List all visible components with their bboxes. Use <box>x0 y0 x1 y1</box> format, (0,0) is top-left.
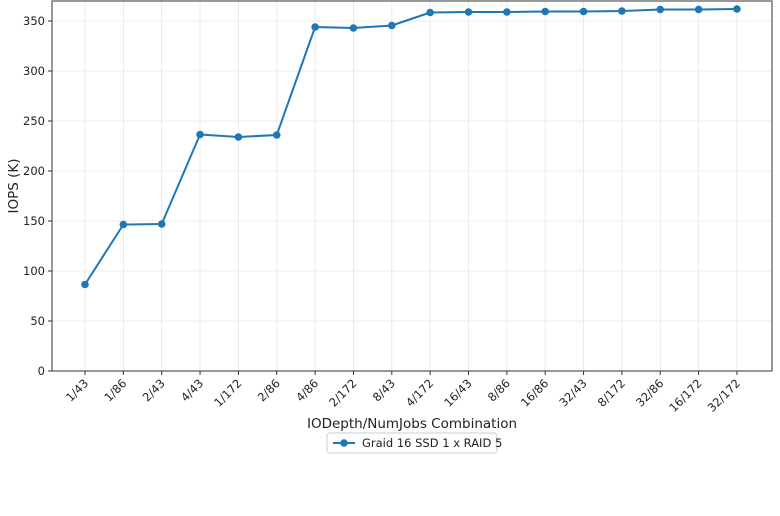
y-tick-label: 350 <box>23 14 45 28</box>
x-tick-label: 16/172 <box>666 376 705 415</box>
data-point <box>157 220 166 228</box>
x-tick-label: 32/172 <box>705 376 744 415</box>
x-tick-label: 1/43 <box>63 376 91 404</box>
y-tick-label: 50 <box>30 314 45 328</box>
x-axis-label: IODepth/NumJobs Combination <box>307 416 517 432</box>
x-tick-label: 4/86 <box>293 376 321 404</box>
x-tick-label: 2/43 <box>140 376 168 404</box>
data-point <box>694 5 703 14</box>
y-tick-label: 250 <box>23 114 45 128</box>
legend-box <box>326 432 498 454</box>
data-point <box>311 23 319 31</box>
data-point <box>388 21 396 30</box>
x-tick-label: 2/86 <box>255 376 283 404</box>
x-tick-label: 2/172 <box>326 376 359 409</box>
y-tick-label: 300 <box>23 64 45 78</box>
x-tick-label: 32/86 <box>633 376 666 409</box>
x-tick-label: 8/43 <box>370 376 398 404</box>
x-tick-label: 16/43 <box>441 376 474 409</box>
plot-frame <box>51 0 773 372</box>
x-tick-label: 8/86 <box>485 376 513 404</box>
y-tick-label: 0 <box>38 364 45 378</box>
x-tick-label: 32/43 <box>556 376 589 409</box>
data-point <box>196 130 204 139</box>
data-point <box>618 7 626 15</box>
legend-entry: Graid 16 SSD 1 x RAID 5 <box>362 436 502 450</box>
series-line <box>84 8 737 286</box>
y-tick-label: 150 <box>23 214 45 228</box>
x-tick-label: 16/86 <box>518 376 551 409</box>
data-point <box>234 133 243 141</box>
y-axis-label: IOPS (K) <box>6 159 22 214</box>
data-point <box>503 8 511 16</box>
x-tick-label: 1/172 <box>211 376 244 409</box>
x-tick-label: 8/172 <box>595 376 628 409</box>
x-tick-label: 1/86 <box>101 376 129 404</box>
legend: Graid 16 SSD 1 x RAID 5 <box>326 432 502 454</box>
series-group <box>81 5 741 289</box>
y-tick-label: 100 <box>23 264 45 278</box>
data-point <box>272 131 281 139</box>
data-point <box>579 7 588 16</box>
data-point <box>349 24 358 32</box>
grid <box>52 1 772 372</box>
legend-marker <box>340 439 348 447</box>
data-point <box>464 8 473 16</box>
data-point <box>541 7 549 16</box>
x-axis: 1/43 1/86 2/43 4/43 1/172 2/86 4/86 2/172 8/43 4/… <box>63 371 743 415</box>
x-tick-label: 4/43 <box>178 376 206 404</box>
y-axis: 0 50 100 150 200 250 300 350 <box>23 14 52 378</box>
data-point <box>426 8 434 17</box>
x-tick-label: 4/172 <box>403 376 436 409</box>
data-point <box>733 5 741 13</box>
data-point <box>119 220 128 229</box>
data-point <box>81 280 89 289</box>
y-tick-label: 200 <box>23 164 45 178</box>
data-point <box>656 5 665 14</box>
